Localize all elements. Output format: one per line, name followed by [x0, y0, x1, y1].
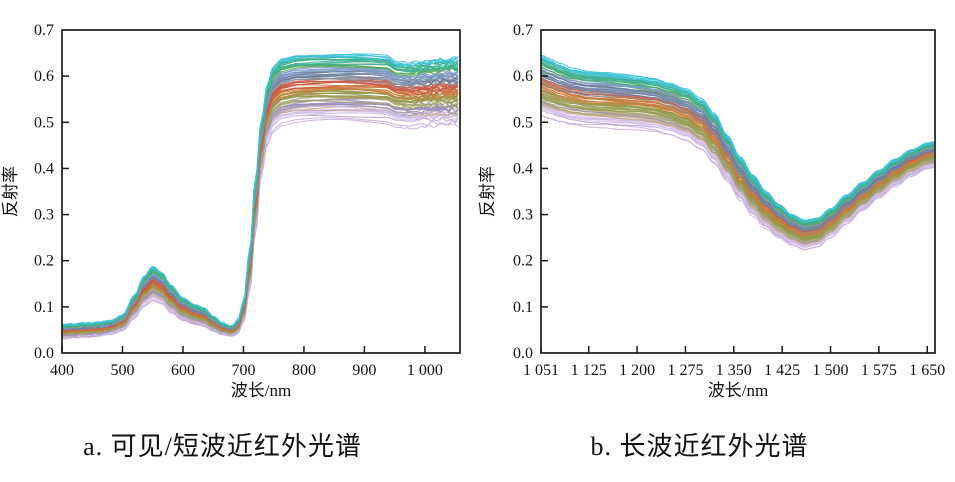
spectrum-curve	[541, 74, 935, 230]
spectrum-curve	[62, 58, 459, 328]
chart-a-visible-swnir-plot: 400 500 600 700 800 900 1 0000.00.10.20.30.40.…	[1, 22, 461, 400]
y-tick-label: 0.2	[513, 253, 533, 270]
spectrum-curve	[541, 66, 935, 227]
spectrum-curve	[541, 71, 935, 229]
spectrum-curve	[541, 114, 935, 251]
spectrum-curve	[62, 71, 459, 330]
spectrum-curve	[62, 85, 459, 333]
x-tick-label: 1 500	[813, 362, 849, 379]
spectrum-curve	[541, 85, 935, 236]
x-tick-label: 1 425	[764, 362, 800, 379]
x-tick-label: 700	[231, 362, 255, 379]
spectrum-curve	[541, 101, 935, 244]
plot-frame-b	[540, 29, 936, 354]
spectrum-curve	[62, 84, 459, 333]
y-tick-label: 0.2	[34, 253, 54, 270]
spectrum-curve	[541, 77, 935, 232]
x-tick-label: 600	[171, 362, 195, 379]
x-axis-a: 400 500 600 700 800 900 1 000	[50, 346, 443, 379]
y-tick-label: 0.7	[513, 22, 533, 39]
spectrum-curve	[62, 84, 459, 333]
x-tick-label: 1 125	[571, 362, 607, 379]
y-tick-label: 0.5	[34, 114, 54, 131]
x-tick-label: 500	[110, 362, 134, 379]
y-axis-a: 0.0 0.1 0.2 0.3 0.4 0.5 0.6 0.7	[34, 22, 69, 362]
x-tick-label: 1 000	[407, 362, 443, 379]
y-tick-label: 0.4	[34, 160, 54, 177]
spectra-curves-b	[541, 54, 935, 251]
y-axis-label-b: 反射率	[478, 166, 497, 217]
y-tick-label: 0.5	[513, 114, 533, 131]
chart-b-lwnir-plot: 1 051 1 125 1 200 1 275 1 350 1 425 1 500 1 575…	[478, 22, 945, 400]
x-tick-label: 400	[50, 362, 74, 379]
spectrum-curve	[62, 55, 459, 327]
y-tick-label: 0.3	[513, 207, 533, 224]
x-tick-label: 1 275	[667, 362, 703, 379]
x-tick-label: 1 200	[619, 362, 655, 379]
y-tick-label: 0.6	[34, 68, 54, 85]
spectrum-curve	[541, 105, 935, 246]
spectrum-curve	[541, 74, 935, 231]
y-axis-b: 0.0 0.1 0.2 0.3 0.4 0.5 0.6 0.7	[513, 22, 548, 362]
y-axis-label-a: 反射率	[1, 166, 20, 217]
y-tick-label: 0.4	[513, 160, 533, 177]
y-tick-label: 0.6	[513, 68, 533, 85]
x-tick-label: 900	[352, 362, 376, 379]
y-tick-label: 0.7	[34, 22, 54, 39]
x-tick-label: 1 575	[861, 362, 897, 379]
spectrum-curve	[62, 85, 459, 333]
caption-chart-b: b. 长波近红外光谱	[590, 432, 809, 461]
spectrum-curve	[62, 86, 459, 333]
spectrum-curve	[62, 53, 459, 327]
spectra-curves-a	[62, 53, 459, 340]
x-axis-label-b: 波长/nm	[708, 381, 768, 400]
x-tick-label: 1 051	[523, 362, 559, 379]
spectrum-curve	[62, 66, 459, 329]
x-tick-label: 800	[292, 362, 316, 379]
y-tick-label: 0.1	[34, 299, 54, 316]
y-tick-label: 0.0	[513, 345, 533, 362]
x-tick-label: 1 350	[716, 362, 752, 379]
spectrum-curve	[541, 107, 935, 247]
y-tick-label: 0.0	[34, 345, 54, 362]
x-tick-label: 1 650	[909, 362, 945, 379]
y-tick-label: 0.3	[34, 207, 54, 224]
caption-chart-a: a. 可见/短波近红外光谱	[83, 432, 362, 461]
spectrum-curve	[541, 82, 935, 235]
spectrum-curve	[541, 54, 935, 221]
spectrum-curve	[541, 90, 935, 239]
spectrum-curve	[541, 115, 935, 250]
x-axis-label-a: 波长/nm	[231, 381, 291, 400]
spectrum-curve	[62, 79, 459, 331]
spectrum-curve	[541, 109, 935, 248]
y-tick-label: 0.1	[513, 299, 533, 316]
plot-frame-a	[61, 29, 461, 354]
x-axis-b: 1 051 1 125 1 200 1 275 1 350 1 425 1 500 1 575…	[523, 346, 945, 379]
